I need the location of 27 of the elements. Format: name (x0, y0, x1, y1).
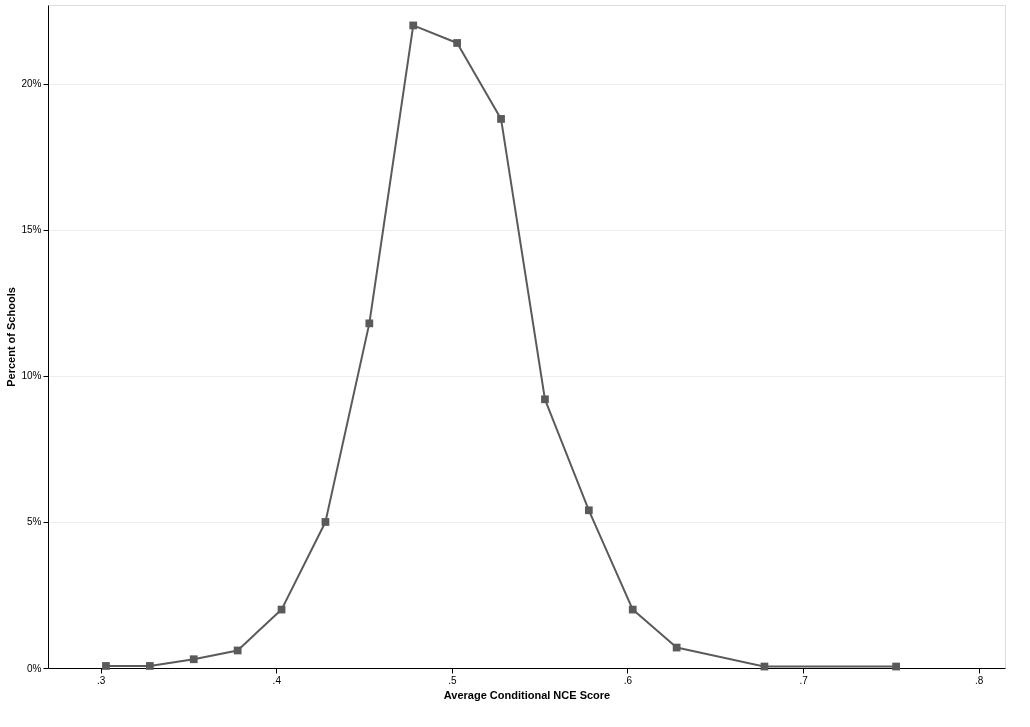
point (628, 605, 637, 614)
y-tick-label: 10% (21, 370, 42, 382)
point (541, 395, 549, 404)
y-tick-label: 20% (21, 78, 42, 90)
point (102, 662, 110, 670)
y-axis-title: Percent of Schools (5, 287, 18, 387)
point (892, 662, 900, 671)
point (233, 646, 242, 655)
point (321, 518, 330, 526)
point (672, 643, 681, 652)
x-tick-label: .5 (448, 674, 457, 686)
point (409, 21, 418, 30)
x-tick-label: .4 (272, 674, 282, 686)
point (584, 506, 593, 515)
point (145, 662, 154, 670)
x-tick-label: .3 (97, 674, 106, 686)
x-tick-label: .6 (623, 674, 633, 686)
point (189, 655, 198, 664)
x-tick-label: .8 (974, 674, 984, 686)
point (453, 39, 462, 47)
y-tick-label: 5% (27, 516, 42, 528)
x-axis-title: Average Conditional NCE Score (443, 688, 611, 701)
x-tick-label: .7 (799, 674, 809, 686)
y-tick-label: 0% (27, 662, 42, 674)
y-tick-label: 15% (21, 224, 42, 236)
point (365, 319, 374, 328)
point (497, 115, 505, 123)
